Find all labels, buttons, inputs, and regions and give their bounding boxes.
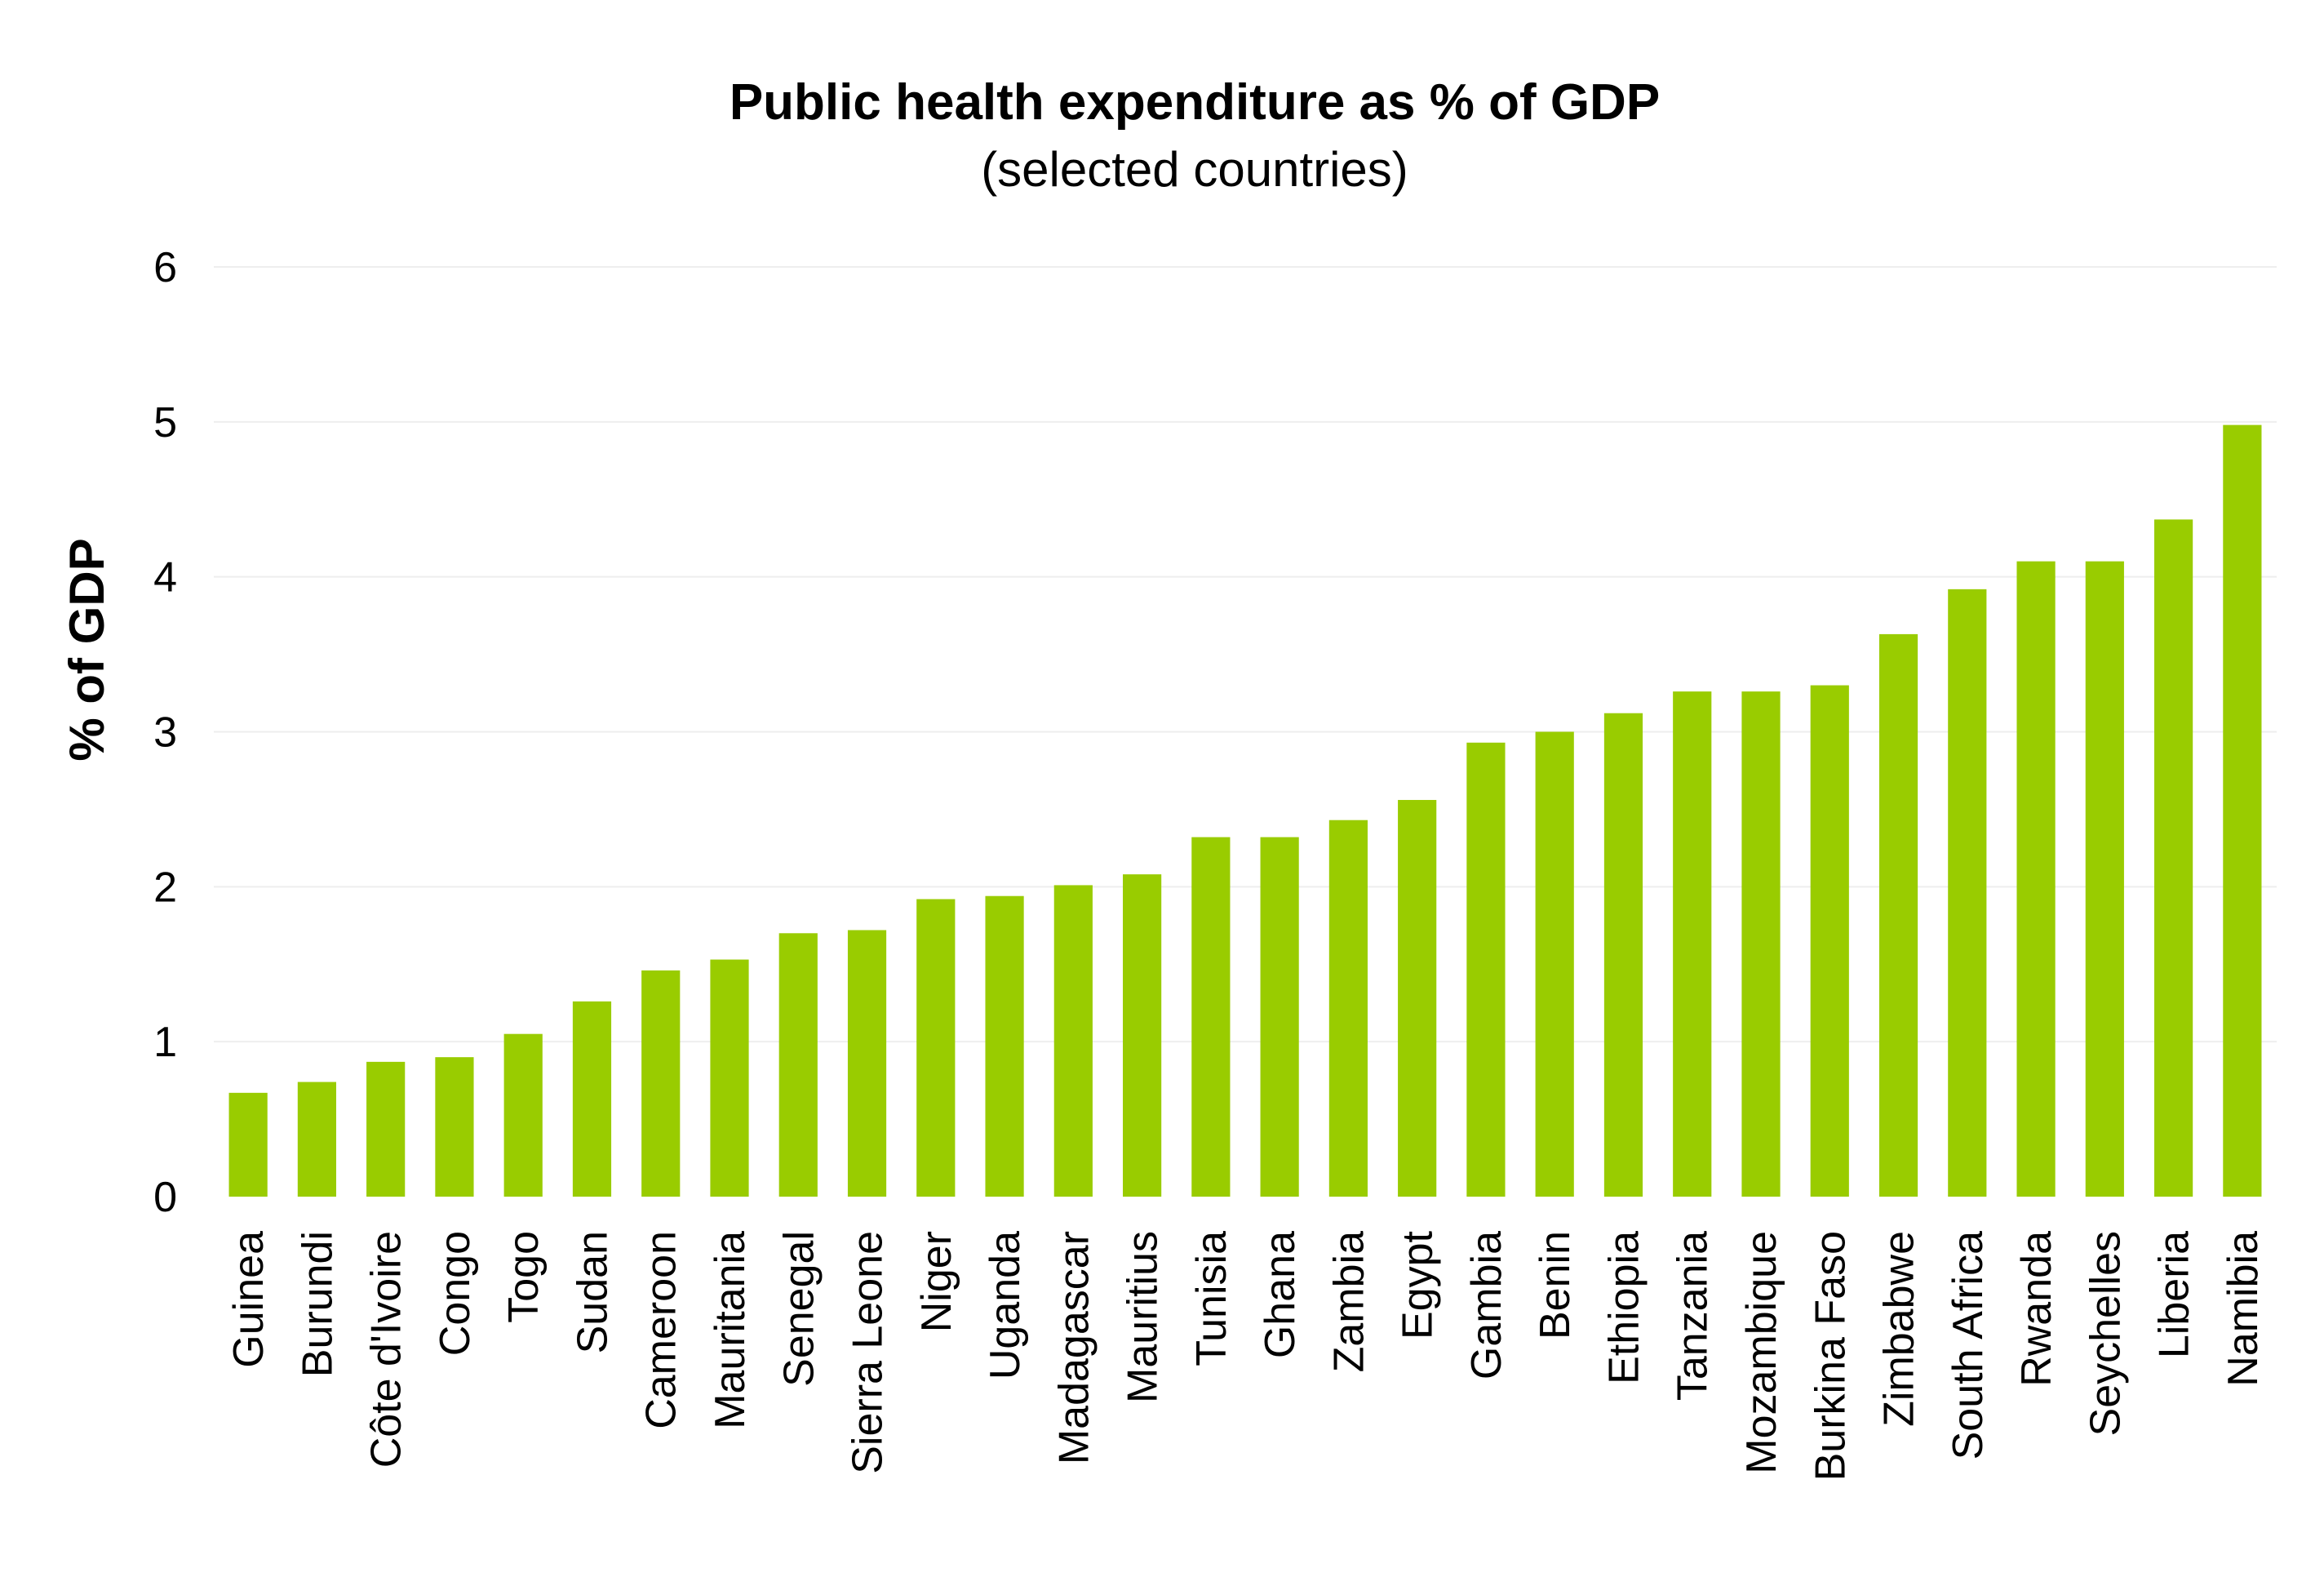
bar: [1260, 837, 1299, 1197]
x-category-label: Mozambique: [1738, 1231, 1785, 1474]
x-category-label: Guinea: [225, 1231, 273, 1368]
x-category-label: Togo: [500, 1231, 548, 1323]
chart-subtitle: (selected countries): [981, 142, 1408, 197]
x-category-label: Mauritius: [1120, 1231, 1167, 1403]
bar: [1603, 713, 1643, 1197]
bar: [228, 1092, 268, 1197]
x-category-label: Ethiopia: [1600, 1231, 1648, 1384]
y-tick-label: 4: [153, 554, 177, 602]
y-tick-labels: 0 1 2 3 4 5 6: [153, 244, 177, 1221]
x-category-label: Madagascar: [1050, 1231, 1098, 1464]
bar: [1535, 731, 1574, 1197]
x-category-label: Mauritania: [707, 1231, 754, 1429]
x-category-label: Niger: [913, 1231, 960, 1332]
x-category-label: Gambia: [1463, 1231, 1510, 1379]
x-category-label: Senegal: [775, 1231, 823, 1387]
bar: [2016, 561, 2056, 1197]
x-category-label: Congo: [432, 1231, 479, 1356]
bar: [847, 930, 887, 1197]
gridlines: [214, 266, 2277, 1043]
bar: [1466, 742, 1506, 1197]
x-category-label: Côte d'Ivoire: [363, 1231, 410, 1468]
x-category-label: Burkina Faso: [1807, 1231, 1854, 1481]
y-tick-label: 3: [153, 709, 177, 757]
bar: [366, 1061, 406, 1197]
y-tick-label: 0: [153, 1174, 177, 1221]
bar: [503, 1033, 543, 1197]
x-category-label: Cameroon: [638, 1231, 685, 1429]
y-axis-label: % of GDP: [60, 538, 114, 761]
y-tick-label: 5: [153, 399, 177, 446]
x-category-label: Zimbabwe: [1876, 1231, 1923, 1427]
x-category-label: Tunisia: [1188, 1231, 1235, 1366]
bar: [1741, 691, 1781, 1197]
bar: [1948, 589, 1987, 1197]
bar: [1673, 691, 1712, 1197]
x-category-label: Seychelles: [2082, 1231, 2129, 1436]
x-category-label: Namibia: [2220, 1231, 2267, 1387]
bar: [916, 899, 956, 1197]
x-category-label: South Africa: [1945, 1231, 1992, 1459]
x-category-label: Liberia: [2151, 1231, 2198, 1358]
y-tick-label: 2: [153, 864, 177, 911]
x-category-label: Benin: [1532, 1231, 1579, 1339]
bar: [1191, 837, 1231, 1197]
x-category-label: Egypt: [1395, 1230, 1442, 1339]
x-category-label: Tanzania: [1670, 1231, 1717, 1401]
bar: [778, 933, 818, 1197]
x-category-label: Burundi: [294, 1231, 341, 1377]
bar: [985, 895, 1024, 1197]
bar: [572, 1001, 612, 1197]
bar: [641, 970, 681, 1197]
x-category-label: Sudan: [569, 1231, 616, 1353]
chart-title: Public health expenditure as % of GDP: [730, 74, 1660, 131]
x-category-label: Ghana: [1257, 1231, 1304, 1358]
bar: [1053, 885, 1093, 1197]
bars: [228, 424, 2262, 1197]
x-category-label: Zambia: [1325, 1231, 1373, 1372]
bar: [2085, 561, 2124, 1197]
y-tick-label: 6: [153, 244, 177, 291]
bar: [1328, 820, 1368, 1197]
bar: [2223, 424, 2262, 1197]
bar: [297, 1082, 336, 1197]
bar: [2154, 519, 2193, 1197]
x-category-label: Uganda: [982, 1231, 1029, 1379]
bar: [710, 959, 749, 1197]
x-category-label: Sierra Leone: [845, 1231, 892, 1474]
bar: [1398, 800, 1437, 1197]
bar: [1123, 874, 1162, 1197]
x-category-labels: Guinea Burundi Côte d'Ivoire Congo Togo Sudan…: [225, 1230, 2267, 1481]
bar: [435, 1057, 474, 1197]
y-tick-label: 1: [153, 1019, 177, 1066]
x-category-label: Rwanda: [2013, 1231, 2060, 1387]
bar: [1878, 633, 1918, 1197]
bar: [1810, 685, 1849, 1197]
